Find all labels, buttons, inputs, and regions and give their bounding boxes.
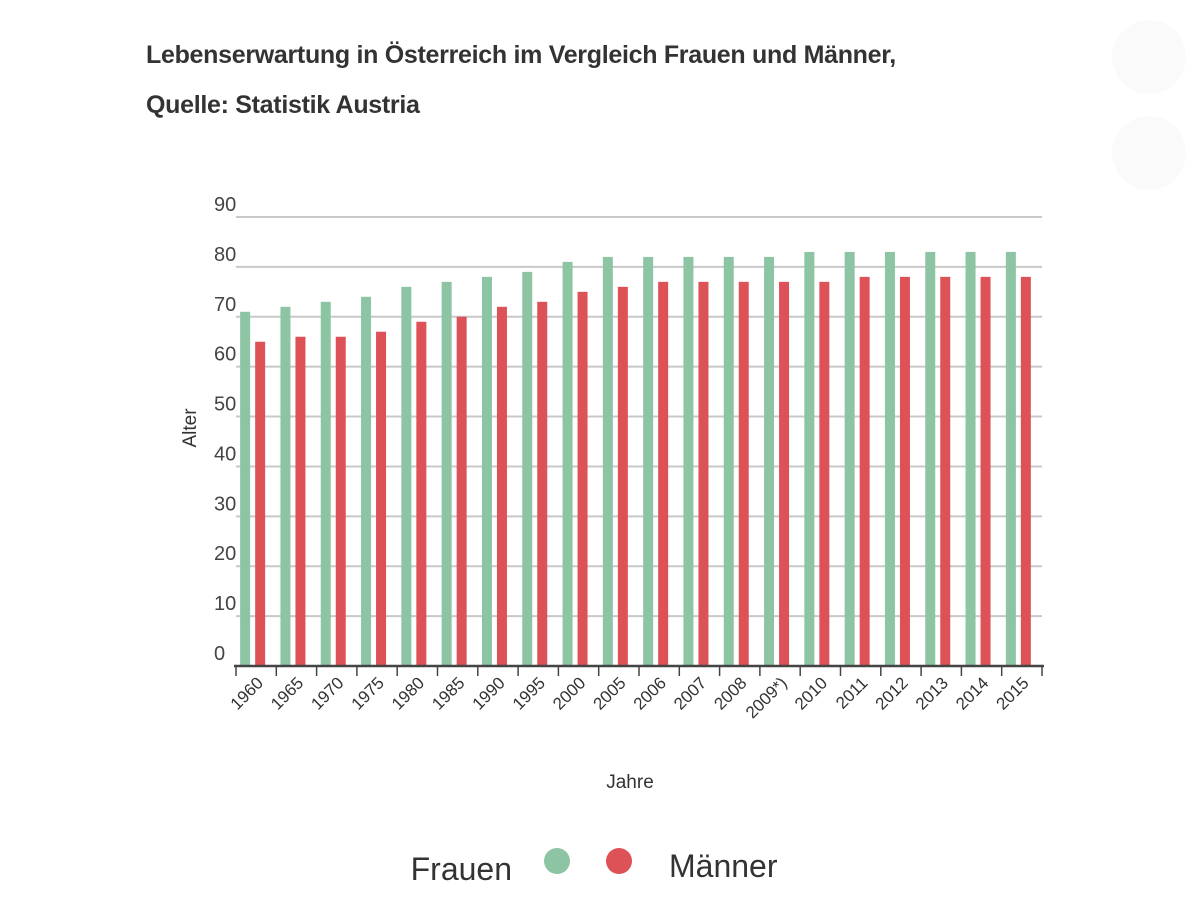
y-tick-label: 30 bbox=[214, 493, 236, 515]
chart-title: Lebenserwartung in Österreich im Verglei… bbox=[146, 41, 896, 69]
bar-männer bbox=[980, 276, 991, 666]
bar-männer bbox=[335, 336, 346, 666]
bar-männer bbox=[617, 286, 628, 666]
bar-männer bbox=[819, 281, 830, 666]
x-tick-label: 2000 bbox=[549, 673, 589, 713]
bar-männer bbox=[899, 276, 910, 666]
bar-frauen bbox=[401, 286, 412, 666]
share-button-placeholder[interactable] bbox=[1112, 116, 1186, 190]
x-tick-label: 1995 bbox=[509, 673, 549, 713]
bar-frauen bbox=[965, 251, 976, 666]
bar-männer bbox=[779, 281, 790, 666]
y-tick-label: 10 bbox=[214, 593, 236, 615]
bar-männer bbox=[698, 281, 709, 666]
bar-männer bbox=[738, 281, 749, 666]
bar-frauen bbox=[844, 251, 855, 666]
x-tick-label: 2015 bbox=[992, 673, 1032, 713]
legend-marker-frauen bbox=[544, 848, 570, 874]
x-tick-label: 2009*) bbox=[742, 673, 791, 722]
x-tick-label: 1960 bbox=[227, 673, 267, 713]
x-tick-label: 1965 bbox=[267, 673, 307, 713]
x-tick-label: 2013 bbox=[912, 673, 952, 713]
x-axis-label: Jahre bbox=[606, 772, 654, 793]
bar-frauen bbox=[643, 256, 654, 666]
x-tick-label: 2012 bbox=[872, 673, 912, 713]
bar-männer bbox=[496, 306, 507, 666]
legend-label-maenner: Männer bbox=[669, 848, 778, 884]
x-tick-label: 1985 bbox=[428, 673, 468, 713]
bar-männer bbox=[376, 331, 387, 666]
x-tick-label: 2007 bbox=[670, 673, 710, 713]
x-tick-label: 1975 bbox=[348, 673, 388, 713]
bar-frauen bbox=[562, 261, 573, 666]
legend-label-frauen: Frauen bbox=[411, 851, 512, 887]
bar-frauen bbox=[280, 306, 291, 666]
legend-marker-maenner bbox=[606, 848, 632, 874]
bar-männer bbox=[1020, 276, 1031, 666]
bar-frauen bbox=[320, 301, 331, 666]
bar-frauen bbox=[361, 296, 372, 666]
bar-männer bbox=[658, 281, 669, 666]
y-tick-label: 40 bbox=[214, 443, 236, 465]
bar-frauen bbox=[764, 256, 775, 666]
y-axis-label: Alter bbox=[180, 408, 201, 448]
x-tick-label: 2005 bbox=[589, 673, 629, 713]
bar-frauen bbox=[884, 251, 895, 666]
x-tick-label: 2006 bbox=[630, 673, 670, 713]
bar-frauen bbox=[602, 256, 613, 666]
bar-frauen bbox=[441, 281, 452, 666]
bar-frauen bbox=[723, 256, 734, 666]
y-tick-label: 90 bbox=[214, 194, 236, 216]
bar-frauen bbox=[522, 271, 533, 666]
bar-frauen bbox=[240, 311, 251, 666]
x-tick-label: 1970 bbox=[307, 673, 347, 713]
bar-frauen bbox=[925, 251, 936, 666]
x-tick-label: 2014 bbox=[952, 673, 992, 713]
bar-männer bbox=[416, 321, 427, 666]
bar-männer bbox=[577, 291, 588, 666]
chart-title-block: Lebenserwartung in Österreich im Verglei… bbox=[146, 30, 896, 130]
y-tick-label: 70 bbox=[214, 294, 236, 316]
y-tick-label: 80 bbox=[214, 244, 236, 266]
y-tick-label: 20 bbox=[214, 543, 236, 565]
x-tick-label: 2010 bbox=[791, 673, 831, 713]
bar-frauen bbox=[683, 256, 694, 666]
x-tick-label: 2011 bbox=[832, 673, 871, 712]
bar-frauen bbox=[481, 276, 492, 666]
bar-frauen bbox=[804, 251, 815, 666]
y-tick-label: 50 bbox=[214, 394, 236, 416]
y-tick-label: 60 bbox=[214, 344, 236, 366]
bar-männer bbox=[456, 316, 467, 666]
bar-männer bbox=[940, 276, 951, 666]
y-tick-label: 0 bbox=[214, 643, 225, 665]
bar-männer bbox=[295, 336, 306, 666]
x-tick-label: 1980 bbox=[388, 673, 428, 713]
bar-männer bbox=[537, 301, 548, 666]
share-button-placeholder[interactable] bbox=[1112, 20, 1186, 94]
bar-frauen bbox=[1005, 251, 1016, 666]
bar-männer bbox=[255, 341, 266, 666]
bar-männer bbox=[859, 276, 870, 666]
chart-subtitle: Quelle: Statistik Austria bbox=[146, 91, 420, 119]
x-tick-label: 1990 bbox=[469, 673, 509, 713]
